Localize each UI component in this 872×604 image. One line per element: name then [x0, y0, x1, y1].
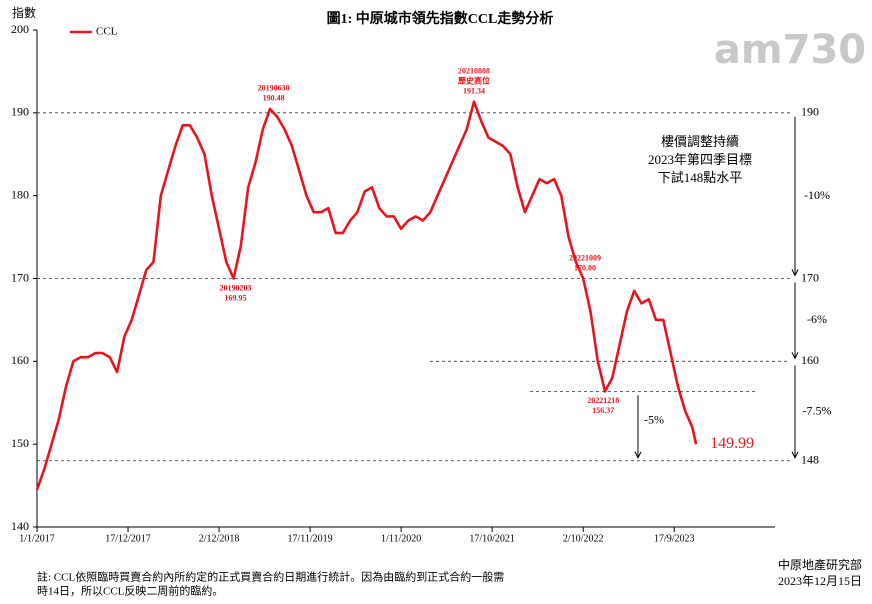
change-label: -6% [807, 312, 827, 326]
source: 中原地產研究部 [778, 557, 862, 572]
note: 註: CCL依照臨時買賣合約內所約定的正式買賣合約日期進行統計。因為由臨約到正式… [37, 570, 504, 584]
outlook-line: 樓價調整持續 [661, 134, 739, 149]
point-annotation: 20221218 [587, 396, 619, 405]
point-annotation: 169.95 [224, 294, 246, 303]
x-tick-label: 1/11/2020 [381, 533, 421, 544]
reference-label: 190 [801, 105, 819, 119]
reference-label: 160 [801, 353, 819, 367]
legend-label: CCL [96, 26, 118, 38]
outlook-line: 2023年第四季目標 [648, 152, 752, 167]
arrow-head [791, 352, 799, 360]
x-tick-label: 17/12/2017 [105, 533, 151, 544]
outlook-line: 下試148點水平 [658, 170, 743, 185]
outlook: 樓價調整持續 2023年第四季目標 下試148點水平 [648, 134, 752, 185]
arrow-head [791, 269, 799, 277]
x-tick-label: 2/10/2022 [563, 533, 604, 544]
reference-label: 148 [801, 452, 819, 466]
y-tick-label: 180 [11, 187, 29, 201]
point-annotation: 156.37 [592, 406, 614, 415]
note: 時14日，所以CCL反映二周前的臨約。 [37, 584, 223, 598]
x-tick-label: 2/12/2018 [199, 533, 240, 544]
change-label: -7.5% [803, 403, 832, 417]
point-annotation: 191.34 [463, 87, 485, 96]
y-tick-label: 150 [11, 436, 29, 450]
x-tick-label: 1/1/2017 [19, 533, 55, 544]
arrow-head [791, 451, 799, 459]
x-tick-label: 17/9/2023 [654, 533, 695, 544]
change-label: -10% [804, 188, 830, 202]
point-annotation: 190.48 [263, 94, 285, 103]
source-date: 2023年12月15日 [778, 574, 862, 588]
last-value-label: 149.99 [710, 435, 754, 452]
y-tick-label: 170 [11, 270, 29, 284]
point-annotation: 20190630 [258, 84, 290, 93]
logo: am730 [714, 27, 866, 73]
y-tick-label: 160 [11, 353, 29, 367]
x-tick-label: 17/10/2021 [469, 533, 515, 544]
arrow-head [634, 451, 642, 459]
x-tick-label: 17/11/2019 [288, 533, 333, 544]
point-annotation: 170.00 [574, 263, 596, 272]
point-annotation: 歷史高位 [458, 76, 490, 86]
chart-title: 圖1: 中原城市領先指數CCL走勢分析 [327, 10, 554, 27]
y-axis-title: 指數 [12, 5, 36, 20]
point-annotation: 20221009 [569, 253, 601, 262]
y-tick-label: 200 [11, 22, 29, 36]
point-annotation: 20190203 [219, 284, 251, 293]
change-label: -5% [644, 412, 664, 426]
point-annotation: 20210808 [458, 67, 490, 76]
y-tick-label: 140 [11, 519, 29, 533]
series-line [35, 100, 698, 491]
reference-label: 170 [801, 270, 819, 284]
y-tick-label: 190 [11, 105, 29, 119]
